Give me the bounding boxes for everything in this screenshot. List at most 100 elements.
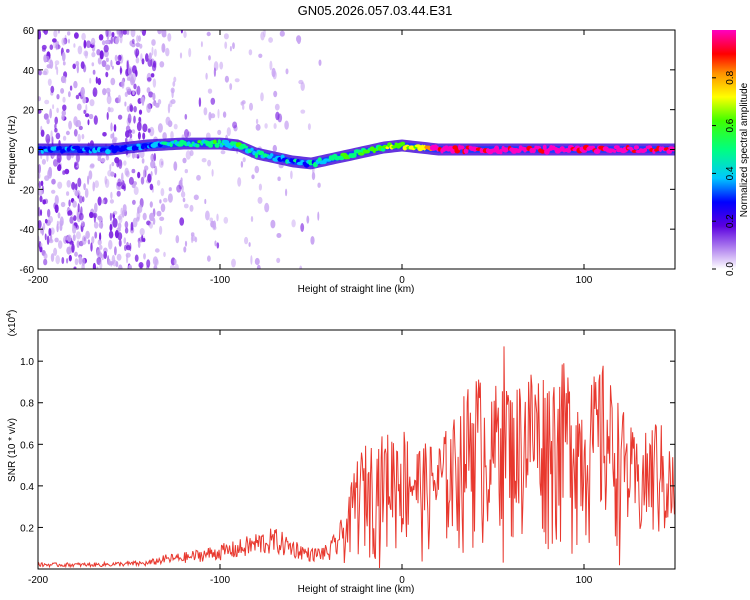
noise-point [43, 68, 49, 76]
y-multiplier-label: (x104) [6, 310, 18, 337]
noise-point [148, 52, 152, 60]
noise-point [229, 46, 232, 52]
noise-point [138, 262, 144, 269]
noise-point [170, 99, 176, 105]
noise-point [240, 161, 244, 168]
noise-point [111, 65, 114, 70]
noise-point [138, 204, 143, 214]
noise-point [139, 30, 143, 33]
noise-point [134, 153, 138, 158]
noise-point [92, 69, 96, 75]
noise-point [118, 159, 123, 170]
noise-point [183, 246, 187, 253]
noise-point [77, 45, 83, 55]
noise-point [96, 249, 102, 258]
noise-point [173, 76, 177, 83]
noise-point [60, 201, 66, 208]
y-tick-label: 40 [23, 66, 35, 77]
noise-point [185, 150, 191, 160]
noise-point [73, 43, 76, 48]
noise-point [84, 188, 89, 198]
noise-point [139, 43, 143, 49]
noise-point [76, 103, 82, 111]
noise-point [56, 220, 60, 226]
noise-point [56, 94, 60, 100]
noise-point [167, 193, 173, 203]
noise-point [91, 62, 95, 67]
noise-point [194, 236, 198, 243]
noise-point [89, 211, 94, 219]
noise-point [318, 59, 322, 66]
noise-point [133, 115, 136, 124]
noise-point [68, 199, 71, 207]
noise-point [110, 171, 115, 177]
noise-point [64, 168, 70, 175]
noise-point [66, 246, 72, 255]
signal-point [352, 152, 357, 158]
noise-point [271, 67, 276, 78]
noise-point [85, 230, 90, 239]
noise-point [114, 246, 117, 256]
noise-point [172, 81, 176, 87]
noise-point [137, 131, 141, 140]
noise-point [95, 76, 98, 84]
noise-point [155, 102, 160, 108]
noise-point [68, 91, 71, 98]
noise-point [38, 109, 42, 114]
colorbar-tick-label: 0.6 [725, 118, 736, 132]
noise-point [83, 64, 87, 73]
noise-point [53, 30, 58, 38]
noise-point [121, 79, 125, 89]
noise-point [109, 107, 114, 113]
noise-point [68, 254, 72, 262]
y-tick-label: 0.4 [20, 482, 34, 493]
noise-point [61, 257, 65, 264]
noise-point [106, 112, 109, 120]
noise-point [182, 157, 187, 164]
noise-point [123, 237, 127, 245]
signal-point [542, 144, 547, 151]
signal-point [214, 142, 220, 148]
noise-point [73, 215, 77, 222]
noise-point [173, 258, 177, 265]
noise-point [50, 227, 55, 235]
noise-point [75, 60, 80, 67]
x-tick-label: 0 [399, 575, 405, 586]
noise-point [152, 256, 158, 266]
noise-point [54, 128, 58, 133]
noise-point [90, 242, 93, 252]
noise-point [38, 172, 41, 179]
noise-point [93, 213, 96, 224]
noise-point [210, 97, 216, 105]
noise-point [126, 60, 129, 71]
noise-point [72, 63, 76, 70]
noise-point [167, 33, 172, 42]
noise-point [306, 215, 310, 224]
noise-point [77, 133, 81, 143]
noise-point [151, 39, 156, 46]
noise-point [296, 35, 302, 43]
noise-point [74, 190, 79, 197]
noise-point [248, 242, 251, 247]
noise-point [127, 66, 133, 76]
noise-point [217, 108, 220, 119]
noise-point [204, 198, 207, 205]
noise-point [276, 257, 281, 263]
noise-point [168, 187, 172, 192]
noise-point [41, 44, 47, 50]
noise-point [182, 197, 186, 203]
noise-point [41, 158, 47, 165]
noise-point [130, 30, 136, 38]
noise-point [106, 94, 112, 105]
noise-point [77, 203, 80, 213]
noise-point [82, 97, 87, 104]
noise-point [118, 239, 122, 247]
noise-point [39, 195, 43, 203]
noise-point [291, 219, 296, 228]
noise-point [71, 243, 75, 253]
noise-point [149, 183, 154, 191]
noise-point [93, 115, 98, 125]
noise-point [43, 258, 48, 266]
signal-point [57, 146, 62, 150]
noise-point [123, 183, 126, 192]
